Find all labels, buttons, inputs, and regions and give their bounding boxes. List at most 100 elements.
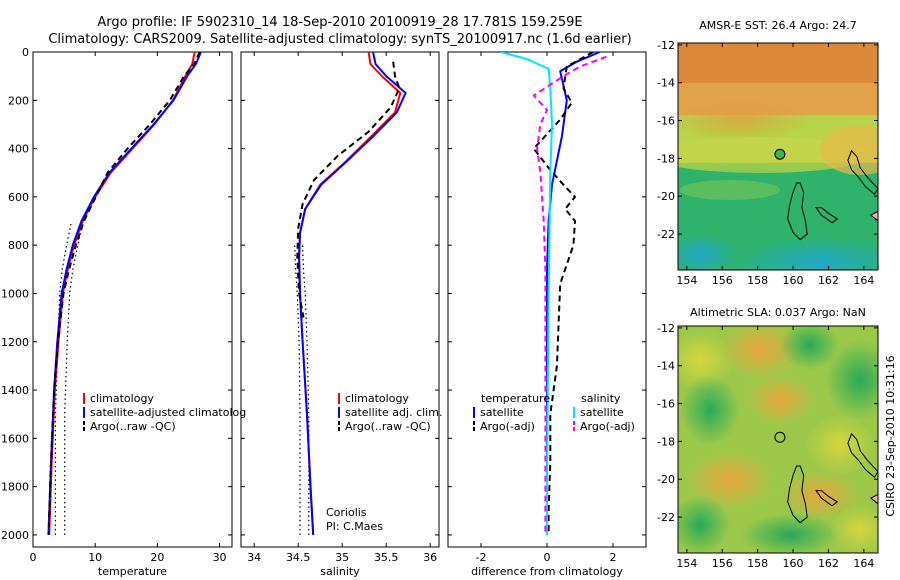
x-axis-label: temperature <box>98 565 167 578</box>
x-axis-label: salinity <box>320 565 360 578</box>
y-tick-label: 2000 <box>1 529 29 542</box>
map-y-tick-label: -18 <box>657 152 675 165</box>
x-tick-label: -2 <box>476 551 487 564</box>
plot-area <box>294 52 407 535</box>
coastline-4 <box>869 493 878 505</box>
dotted-envelope-1 <box>294 245 301 535</box>
map-x-tick-label: 158 <box>747 557 768 570</box>
coastlines <box>787 149 878 241</box>
map-x-tick-label: 156 <box>712 557 733 570</box>
difference-legend: temperature salinitysatelliteArgo(-adj)sa… <box>473 392 635 433</box>
annotation-source: Coriolis <box>326 506 367 519</box>
map-y-tick-label: -16 <box>657 398 675 411</box>
map-y-tick-label: -12 <box>657 322 675 335</box>
y-tick-label: 1400 <box>1 384 29 397</box>
y-tick-label: 0 <box>22 46 29 59</box>
map-x-tick-label: 154 <box>676 274 697 287</box>
map-y-tick-label: -14 <box>657 77 675 90</box>
map-x-tick-label: 154 <box>676 557 697 570</box>
coastline-1 <box>787 465 808 524</box>
figure-title-line-2: Climatology: CARS2009. Satellite-adjuste… <box>48 32 631 47</box>
x-tick-label: 0 <box>544 551 551 564</box>
series-line-3 <box>500 52 553 535</box>
figure-title-line-1: Argo profile: IF 5902310_14 18-Sep-2010 … <box>97 15 582 30</box>
map-y-tick-label: -12 <box>657 39 675 52</box>
sst-map <box>678 43 878 270</box>
series-line-4 <box>532 55 607 535</box>
x-tick-label: 2 <box>610 551 617 564</box>
x-tick-label: 36 <box>423 551 437 564</box>
x-tick-label: 20 <box>150 551 164 564</box>
legend-satellite-adjusted: satellite-adjusted climatolog <box>90 406 246 419</box>
map-x-tick-label: 156 <box>712 274 733 287</box>
y-tick-label: 1600 <box>1 432 29 445</box>
annotation-pi: PI: C.Maes <box>326 520 383 533</box>
argo-position-marker <box>774 148 786 160</box>
legend-argo: Argo(..raw -QC) <box>90 420 176 433</box>
x-tick-label: 10 <box>88 551 102 564</box>
side-timestamp: CSIRO 23-Sep-2010 10:31:16 <box>884 355 897 516</box>
map-y-tick-label: -22 <box>657 228 675 241</box>
map-y-tick-label: -14 <box>657 360 675 373</box>
y-tick-label: 1000 <box>1 287 29 300</box>
map-y-tick-label: -20 <box>657 473 675 486</box>
x-tick-label: 34 <box>247 551 261 564</box>
coastlines <box>787 432 878 524</box>
coastline-1 <box>787 182 808 241</box>
x-tick-label: 34.5 <box>286 551 311 564</box>
map-x-tick-label: 162 <box>818 274 839 287</box>
legend-temp-satellite: satellite <box>480 406 524 419</box>
map-x-tick-label: 160 <box>783 274 804 287</box>
coastline-3 <box>815 490 839 507</box>
x-axis-label: difference from climatology <box>471 565 623 578</box>
argo-position-marker <box>774 431 786 443</box>
series-line-2 <box>298 52 407 535</box>
legend-argo: Argo(..raw -QC) <box>345 420 431 433</box>
y-tick-label: 1800 <box>1 481 29 494</box>
sla-map <box>678 326 878 553</box>
legend-sal-argo: Argo(-adj) <box>580 420 635 433</box>
coastline-2 <box>847 432 878 479</box>
y-tick-label: 200 <box>8 94 29 107</box>
legend-header-salinity: salinity <box>581 392 621 405</box>
series-line-3 <box>47 52 201 535</box>
legend-satellite-adj: satellite adj. clim. <box>345 406 442 419</box>
map-frame <box>677 42 879 271</box>
salinity-panel: 34 34.5 35 35.5 36 salinity <box>240 51 440 578</box>
map-x-tick-label: 164 <box>853 557 874 570</box>
map-x-tick-label: 162 <box>818 557 839 570</box>
y-tick-label: 1200 <box>1 336 29 349</box>
y-tick-label: 400 <box>8 143 29 156</box>
legend-header-temperature: temperature <box>481 392 550 405</box>
dotted-envelope-2 <box>302 245 310 535</box>
sst-map-axes: 154 156 158 160 162 164 -12 -14 -16 -18 -20 -22 <box>657 39 879 287</box>
y-tick-label: 800 <box>8 239 29 252</box>
coastline-4 <box>869 210 878 222</box>
x-tick-label: 0 <box>30 551 37 564</box>
legend-climatology: climatology <box>345 392 409 405</box>
map-y-tick-label: -22 <box>657 511 675 524</box>
y-tick-label: 600 <box>8 191 29 204</box>
plot-frame <box>240 51 440 548</box>
map-y-tick-label: -18 <box>657 435 675 448</box>
map-x-tick-label: 164 <box>853 274 874 287</box>
plot-area <box>500 52 607 535</box>
legend-sal-satellite: satellite <box>580 406 624 419</box>
x-tick-label: 35 <box>335 551 349 564</box>
map-y-tick-label: -16 <box>657 115 675 128</box>
sst-map-title: AMSR-E SST: 26.4 Argo: 24.7 <box>699 19 857 32</box>
map-x-tick-label: 160 <box>783 557 804 570</box>
plot-frame <box>32 51 233 548</box>
temperature-panel: 0 10 20 30 0 200 400 600 800 1000 1200 1400 1600 1800… <box>1 46 233 578</box>
coastline-2 <box>847 149 878 196</box>
sla-map-axes: 154 156 158 160 162 164 -12 -14 -16 -18 -20 -22 <box>657 322 879 570</box>
map-y-tick-label: -20 <box>657 190 675 203</box>
legend-temp-argo: Argo(-adj) <box>480 420 535 433</box>
plot-area <box>47 52 202 535</box>
x-tick-label: 35.5 <box>374 551 399 564</box>
series-line-3 <box>296 61 401 318</box>
legend-climatology: climatology <box>90 392 154 405</box>
